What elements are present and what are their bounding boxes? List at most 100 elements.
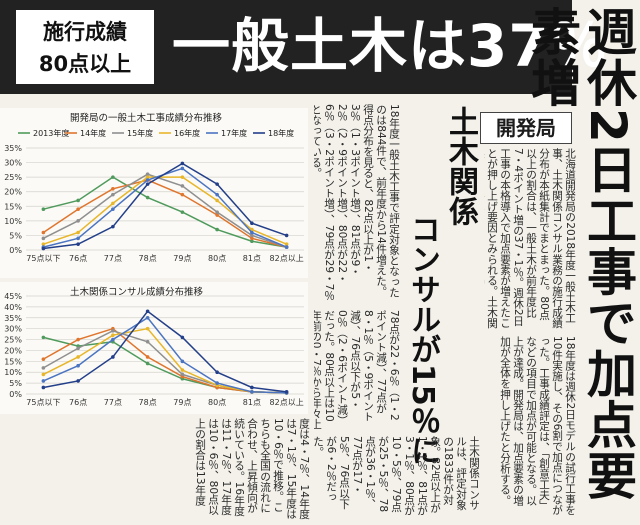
- article-body-c: 土木関係コンサルは、評定対象の1833件が対象。82点以上が1・1％、81点が3…: [314, 436, 480, 516]
- y-tick-label: 20%: [4, 188, 22, 197]
- data-point: [180, 372, 185, 377]
- result-badge: 施行成績 80点以上: [14, 8, 156, 86]
- data-point: [111, 333, 115, 337]
- y-tick-label: 10%: [4, 217, 22, 226]
- data-point: [41, 242, 46, 246]
- data-point: [111, 329, 115, 333]
- data-point: [215, 198, 219, 203]
- data-point: [76, 363, 80, 368]
- data-point: [76, 242, 80, 246]
- series-line: [42, 179, 287, 248]
- bureau-label: 開発局: [480, 112, 572, 144]
- data-point: [145, 178, 150, 182]
- series-line: [43, 316, 287, 394]
- legend-entry: 15年度: [127, 128, 153, 138]
- data-point: [284, 245, 289, 249]
- data-point: [145, 182, 150, 186]
- chart2-svg: 0% 5% 10% 15% 20%25% 30% 35% 40% 45% 75点以下 76点 77点 7…: [4, 292, 304, 407]
- y-tick-label: 5%: [9, 379, 22, 388]
- y-tick-label: 15%: [4, 357, 22, 366]
- data-point: [111, 337, 115, 342]
- data-point: [215, 227, 219, 232]
- data-point: [41, 372, 46, 377]
- legend-entry: 14年度: [80, 128, 106, 138]
- data-point: [215, 182, 219, 186]
- data-point: [145, 315, 150, 320]
- data-point: [250, 236, 254, 241]
- headline-banner: 施行成績 80点以上 一般土木は37％: [0, 0, 608, 94]
- y-tick-label: 35%: [4, 314, 22, 323]
- article-lower: 度は4・7％、14年度は7・1％、15年度は10・6％で推移。こちらも全国の流れ…: [194, 418, 310, 520]
- y-tick-label: 0%: [9, 246, 22, 255]
- series-line: [43, 176, 287, 245]
- data-point: [180, 335, 185, 340]
- legend-entry: 16年度: [174, 128, 200, 138]
- chart1-title: 開発局の一般土木工事成績分布推移: [70, 113, 223, 124]
- data-point: [76, 198, 80, 203]
- article-lead: 北海道開発局の2018年度一般土木工事、土木関係コンサル業務の施行成績分布が本紙…: [484, 148, 576, 329]
- subhead-civil: 土木関係: [443, 106, 478, 226]
- x-tick-label: 77点: [104, 398, 122, 407]
- data-point: [180, 359, 185, 364]
- data-point: [76, 379, 80, 383]
- article-body-d: 18年度は週休2日モデルの試行工事を10件実施し、その6割で加点につながった。工…: [499, 336, 576, 516]
- data-point: [215, 370, 219, 375]
- main-headline: 一般土木は37％: [172, 12, 609, 80]
- x-tick-label: 79点: [173, 398, 191, 407]
- y-tick-label: 20%: [4, 346, 22, 355]
- data-point: [145, 172, 150, 177]
- data-point: [41, 236, 46, 241]
- data-point: [145, 195, 150, 200]
- data-point: [41, 246, 46, 251]
- data-point: [41, 385, 46, 390]
- chart1-svg: 0% 5% 10% 15% 20% 25% 30% 35% 75点以下 76点 77点 78点 79点 8…: [4, 128, 304, 263]
- data-point: [145, 175, 150, 179]
- data-point: [111, 224, 115, 229]
- y-tick-label: 0%: [9, 390, 22, 399]
- data-point: [215, 210, 219, 214]
- data-point: [180, 368, 185, 372]
- x-tick-label: 82点以上: [270, 254, 304, 263]
- data-point: [111, 187, 115, 191]
- legend-entry: 18年度: [268, 128, 294, 138]
- data-point: [111, 355, 115, 359]
- x-tick-label: 82点以上: [270, 398, 304, 407]
- data-point: [180, 184, 185, 188]
- data-point: [41, 230, 46, 235]
- data-point: [250, 221, 254, 225]
- data-point: [76, 337, 80, 342]
- series-line: [43, 176, 287, 248]
- data-point: [145, 361, 150, 366]
- data-point: [250, 390, 254, 394]
- x-tick-label: 78点: [139, 398, 157, 407]
- data-point: [215, 192, 219, 197]
- y-tick-label: 15%: [4, 202, 22, 211]
- x-tick-label: 79点: [173, 254, 191, 263]
- data-point: [180, 166, 185, 171]
- y-tick-label: 40%: [4, 303, 22, 312]
- data-point: [215, 213, 219, 217]
- y-tick-label: 30%: [4, 325, 22, 334]
- data-point: [41, 379, 46, 383]
- y-tick-label: 45%: [4, 292, 22, 301]
- x-tick-label: 81点: [243, 398, 261, 407]
- y-tick-label: 25%: [4, 173, 22, 182]
- data-point: [145, 309, 150, 314]
- data-point: [180, 161, 185, 166]
- data-point: [111, 175, 115, 179]
- x-tick-label: 80点: [208, 398, 226, 407]
- x-tick-label: 77点: [104, 254, 122, 263]
- data-point: [284, 390, 289, 394]
- data-point: [145, 339, 150, 344]
- series-line: [43, 173, 287, 248]
- series-line: [43, 162, 287, 250]
- data-point: [250, 230, 254, 235]
- data-point: [41, 357, 46, 361]
- data-point: [180, 210, 185, 214]
- article-body-a: 18年度一般土木工事で評定対象となったのは844件で、前年度から14件増えた。得…: [314, 104, 400, 302]
- y-tick-label: 25%: [4, 336, 22, 345]
- data-point: [145, 326, 150, 331]
- series-line: [43, 310, 287, 393]
- x-tick-label: 76点: [69, 254, 87, 263]
- chart-consultant: 土木関係コンサル成績分布推移 0% 5% 10% 15% 20% 25% 30% 35% 40%…: [0, 282, 308, 414]
